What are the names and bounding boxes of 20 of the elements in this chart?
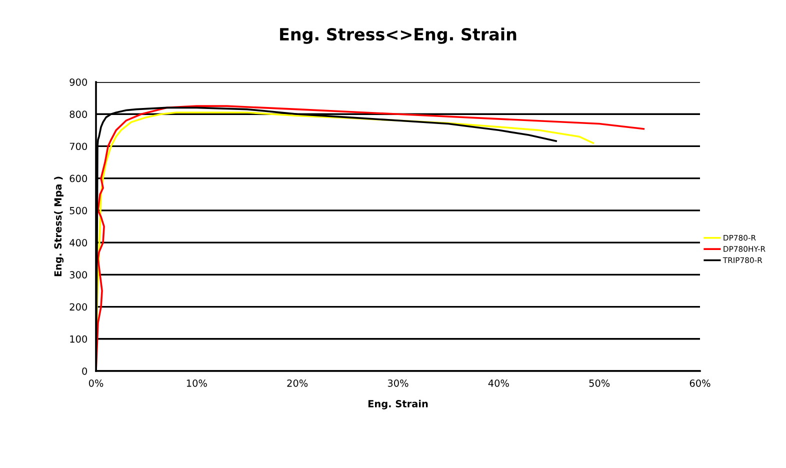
y-tick-label: 400 [70,239,88,246]
x-tick-label: 20% [287,380,308,387]
y-tick-label: 100 [70,335,88,343]
y-tick-label: 200 [70,303,88,311]
y-axis-title: Eng. Stress( Mpa ) [54,176,64,276]
y-tick-label: 700 [70,142,88,150]
x-tick-label: 30% [388,380,408,387]
y-tick-label: 500 [70,206,88,214]
y-tick-label: 800 [70,110,88,118]
x-tick-label: 0% [88,380,104,387]
x-axis-title: Eng. Strain [368,400,428,410]
y-tick-label: 0 [82,367,88,375]
x-tick-label: 60% [690,380,710,387]
x-tick-label: 10% [186,380,207,387]
y-tick-label: 900 [70,78,88,86]
y-tick-label: 300 [70,271,88,278]
x-tick-label: 40% [488,380,509,387]
x-tick-label: 50% [589,380,610,387]
chart-title: Eng. Stress<>Eng. Strain [280,28,516,44]
y-tick-label: 600 [70,174,88,182]
